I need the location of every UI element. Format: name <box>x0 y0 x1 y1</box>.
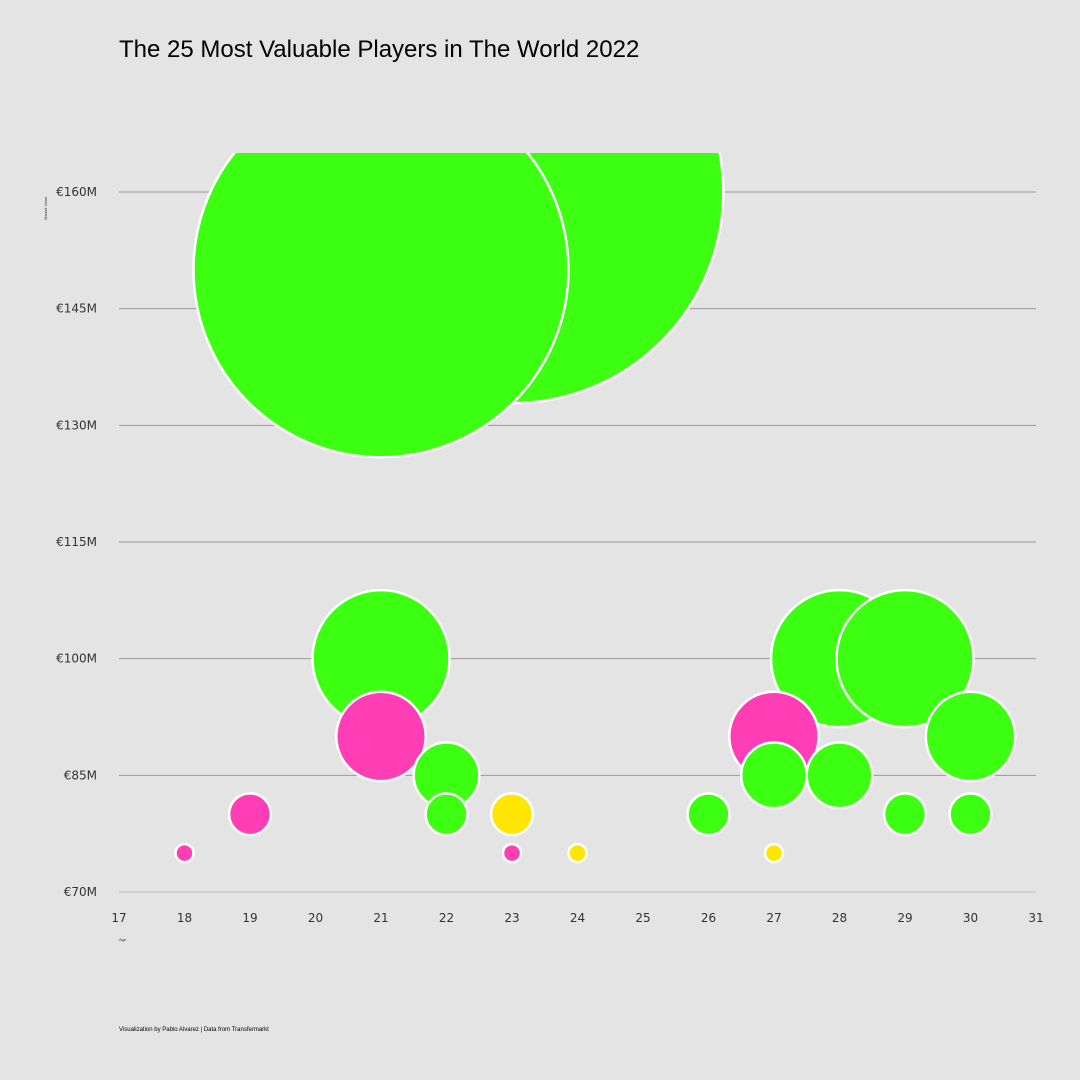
bubble-point[interactable] <box>805 741 874 810</box>
x-tick-label: 19 <box>242 911 257 925</box>
x-tick-label: 26 <box>701 911 716 925</box>
x-tick-label: 31 <box>1028 911 1043 925</box>
bubble-point[interactable] <box>489 792 535 837</box>
chart-title: The 25 Most Valuable Players in The Worl… <box>119 36 640 63</box>
x-tick-label: 20 <box>308 911 323 925</box>
y-axis-ticks: €70M €85M €100M €115M €130M €145M €160M <box>56 185 97 899</box>
x-tick-label: 23 <box>504 911 519 925</box>
x-tick-label: 28 <box>832 911 847 925</box>
bubble-point[interactable] <box>335 690 427 783</box>
bubble-point[interactable] <box>174 842 195 864</box>
bubble-point[interactable] <box>948 792 993 837</box>
y-tick-label: €85M <box>64 768 97 782</box>
x-tick-label: 27 <box>766 911 781 925</box>
x-tick-label: 17 <box>111 911 126 925</box>
y-tick-label: €100M <box>56 652 97 666</box>
x-tick-label: 25 <box>635 911 650 925</box>
x-tick-label: 22 <box>439 911 454 925</box>
bubble-point[interactable] <box>882 792 928 837</box>
bubbles <box>174 82 1017 864</box>
x-tick-label: 21 <box>373 911 388 925</box>
bubble-point[interactable] <box>192 82 570 459</box>
bubble-point[interactable] <box>227 792 273 837</box>
bubble-point[interactable] <box>501 842 523 864</box>
x-axis-title: Age <box>119 937 127 942</box>
y-tick-label: €160M <box>56 185 97 199</box>
x-tick-label: 30 <box>963 911 978 925</box>
y-tick-label: €115M <box>56 535 97 549</box>
bubble-point[interactable] <box>835 588 975 729</box>
bubble-point[interactable] <box>739 741 809 810</box>
y-axis-title: Market Value <box>43 196 48 220</box>
bubble-point[interactable] <box>763 842 785 864</box>
bubble-point[interactable] <box>686 792 731 837</box>
x-tick-label: 18 <box>177 911 192 925</box>
y-tick-label: €70M <box>64 885 97 899</box>
x-tick-label: 24 <box>570 911 585 925</box>
y-tick-label: €130M <box>56 418 97 432</box>
bubble-point[interactable] <box>424 792 469 837</box>
x-axis-ticks: 17 18 19 20 21 22 23 24 25 26 27 28 29 30 31 <box>111 911 1043 925</box>
x-tick-label: 29 <box>897 911 912 925</box>
chart-footer: Visualization by Pablo Alvarez | Data fr… <box>119 1027 269 1033</box>
bubble-point[interactable] <box>567 842 588 864</box>
bubble-point[interactable] <box>924 690 1017 783</box>
y-tick-label: €145M <box>56 302 97 316</box>
